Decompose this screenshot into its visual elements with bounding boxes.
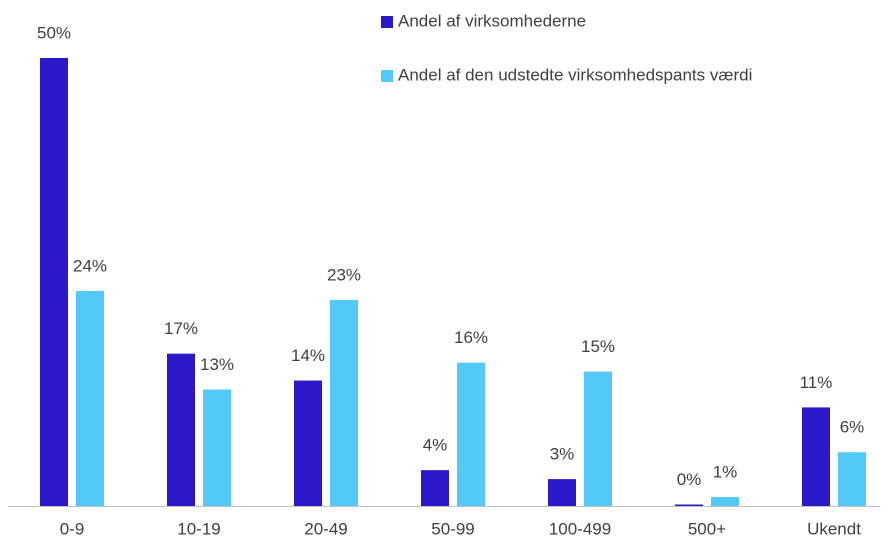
x-tick-label: 100-499 (549, 519, 611, 538)
bar (548, 479, 576, 506)
data-label: 24% (73, 256, 107, 275)
bar (421, 470, 449, 506)
bar (203, 389, 231, 506)
x-tick-label: 50-99 (431, 519, 474, 538)
data-label: 50% (37, 23, 71, 42)
x-tick-label: 10-19 (177, 519, 220, 538)
legend-swatch (381, 70, 393, 82)
data-label: 1% (713, 463, 738, 482)
legend-label: Andel af den udstedte virksomhedspants v… (398, 65, 752, 84)
data-label: 23% (327, 265, 361, 284)
bar (457, 362, 485, 506)
legend-swatch (381, 16, 393, 28)
bar (167, 353, 195, 506)
data-label: 0% (677, 470, 702, 489)
bar (675, 504, 703, 506)
bar (76, 290, 104, 506)
data-label: 16% (454, 328, 488, 347)
data-label: 4% (423, 436, 448, 455)
data-label: 3% (550, 445, 575, 464)
data-label: 13% (200, 355, 234, 374)
x-tick-label: 20-49 (304, 519, 347, 538)
data-label: 6% (840, 418, 865, 437)
data-label: 14% (291, 346, 325, 365)
data-label: 11% (800, 373, 833, 392)
bar (40, 58, 68, 506)
bar (802, 407, 830, 506)
bar (330, 299, 358, 506)
bar (294, 380, 322, 506)
x-tick-label: 500+ (688, 519, 726, 538)
data-label: 17% (164, 319, 198, 338)
bar (711, 497, 739, 506)
bar (838, 452, 866, 506)
bar (584, 371, 612, 506)
legend-label: Andel af virksomhederne (398, 11, 586, 30)
x-tick-label: Ukendt (807, 519, 861, 538)
data-label: 15% (581, 337, 615, 356)
x-tick-label: 0-9 (60, 519, 85, 538)
